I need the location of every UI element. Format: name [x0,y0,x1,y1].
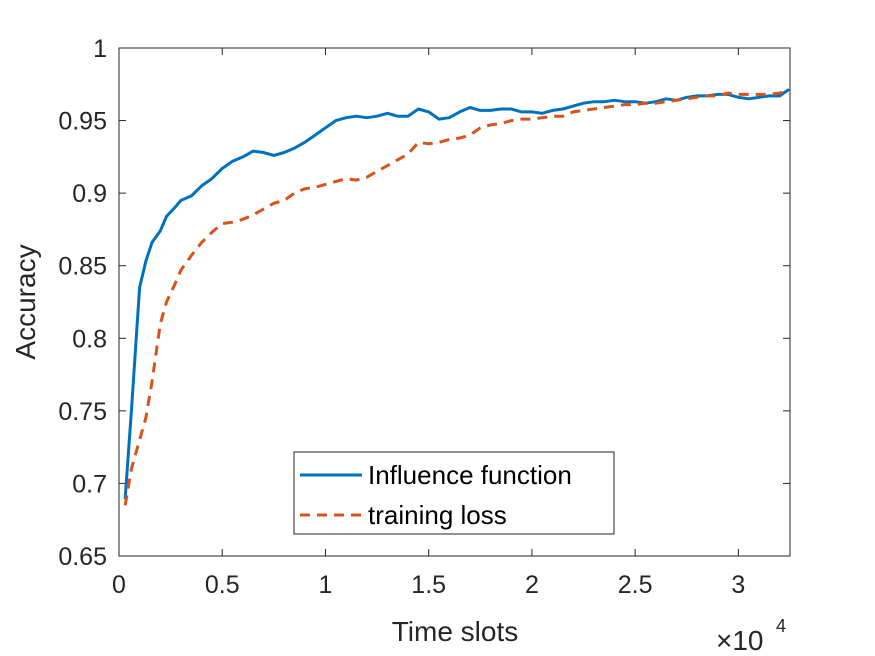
x-tick-label: 2.5 [618,571,653,599]
x-exponent-power: 4 [776,616,786,636]
y-tick-label: 0.8 [72,325,107,353]
x-axis-ticks: 0 0.5 1 1.5 2 2.5 3 [112,48,745,599]
x-tick-label: 0.5 [205,571,240,599]
legend: Influence function training loss [293,451,615,535]
y-axis-label: Accuracy [10,244,41,359]
x-tick-label: 3 [731,571,745,599]
y-tick-label: 0.95 [58,108,107,136]
series-layer [123,88,790,506]
x-axis-exponent: ×10 4 [716,616,786,656]
series-line-training-loss [123,90,789,506]
legend-label-influence-function: Influence function [368,460,572,490]
x-exponent-base: ×10 [716,625,764,656]
y-tick-label: 0.7 [72,470,107,498]
x-tick-label: 0 [112,571,126,599]
y-tick-label: 0.75 [58,398,107,426]
x-tick-label: 1 [319,571,333,599]
y-tick-label: 0.85 [58,253,107,281]
y-axis-ticks: 0.65 0.7 0.75 0.8 0.85 0.9 0.95 1 [58,35,790,571]
x-axis-label: Time slots [392,616,519,647]
legend-label-training-loss: training loss [368,500,507,530]
y-tick-label: 0.9 [72,180,107,208]
legend-box [293,451,615,535]
y-tick-label: 0.65 [58,543,107,571]
x-tick-label: 1.5 [411,571,446,599]
y-tick-label: 1 [93,35,107,63]
x-tick-label: 2 [525,571,539,599]
